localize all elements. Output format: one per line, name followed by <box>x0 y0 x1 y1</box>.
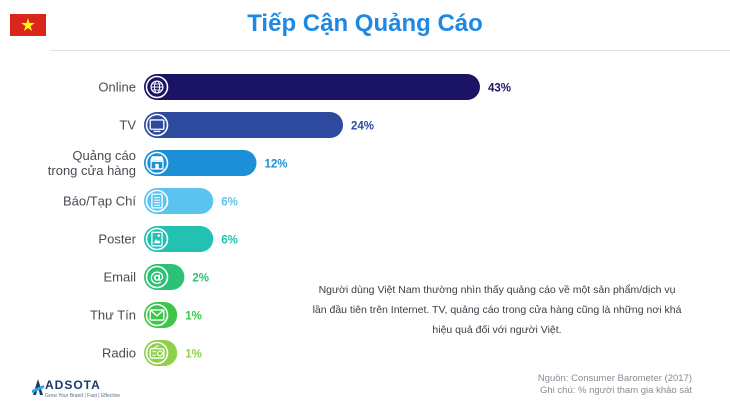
category-label-tv: TV <box>119 118 136 133</box>
page-title: Tiếp Cận Quảng Cáo <box>247 10 483 37</box>
category-label-online: Online <box>98 80 136 95</box>
title-divider <box>50 50 730 51</box>
vietnam-flag-icon <box>10 14 46 36</box>
note-line-2: lần đầu tiên trên Internet. TV, quảng cá… <box>312 304 682 316</box>
value-label-bao-tap-chi: 6% <box>221 197 238 209</box>
radio-icon <box>149 344 165 359</box>
category-label-bao-tap-chi: Báo/Tạp Chí <box>63 194 136 209</box>
value-label-quang-cao-trong-cua-hang: 12% <box>265 159 288 171</box>
bar-icon-ring <box>145 75 169 99</box>
adsota-logo-mark-icon <box>32 379 44 395</box>
poster-icon <box>151 231 163 247</box>
survey-note-line: Ghi chú: % người tham gia khảo sát <box>540 385 692 396</box>
bar-tv <box>144 112 344 138</box>
store-icon <box>150 156 164 170</box>
value-label-thu-tin: 1% <box>185 311 202 323</box>
bar-chart: Online 43% TV 24% Quảng cáo trong cửa hàng 12%… <box>48 74 511 366</box>
value-label-tv: 24% <box>351 121 374 133</box>
bar-email <box>144 264 185 290</box>
bar-thu-tin <box>144 302 178 328</box>
newspaper-icon <box>151 193 163 209</box>
bar-radio <box>144 340 178 366</box>
bar-icon-ring <box>145 113 169 137</box>
bar-online <box>144 74 480 100</box>
logo-tagline: Grow Your Brand | Fast | Effective <box>45 393 121 399</box>
bar-icon-ring <box>145 151 169 175</box>
note-line-3: hiệu quả đối với người Việt. <box>432 324 562 336</box>
logo-name: ADSOTA <box>45 378 101 392</box>
source-note: Nguồn: Consumer Barometer (2017) Ghi chú… <box>538 373 692 397</box>
at-sign-icon: @ <box>150 270 164 286</box>
bar-icon-ring <box>145 303 169 327</box>
value-label-online: 43% <box>488 83 511 95</box>
category-label-radio: Radio <box>102 346 136 361</box>
value-label-radio: 1% <box>185 349 202 361</box>
bar-icon-ring <box>145 227 169 251</box>
bar-poster <box>144 226 214 252</box>
globe-icon <box>150 80 164 94</box>
category-label-quang-cao-trong-cua-hang: Quảng cáo trong cửa hàng <box>48 148 136 178</box>
adsota-logo: ADSOTA Grow Your Brand | Fast | Effectiv… <box>32 378 142 404</box>
chart-note: Người dùng Việt Nam thường nhìn thấy quả… <box>300 280 694 340</box>
envelope-icon <box>149 309 165 321</box>
source-line: Nguồn: Consumer Barometer (2017) <box>537 373 692 384</box>
bar-bao-tap-chi <box>144 188 214 214</box>
bar-icon-ring <box>145 341 169 365</box>
tv-icon <box>149 119 165 133</box>
bar-icon-ring <box>145 189 169 213</box>
note-line-1: Người dùng Việt Nam thường nhìn thấy quả… <box>318 284 676 296</box>
value-label-poster: 6% <box>221 235 238 247</box>
value-label-email: 2% <box>192 273 209 285</box>
category-label-email: Email <box>103 270 136 285</box>
svg-text:@: @ <box>150 270 164 286</box>
bar-icon-ring <box>145 265 169 289</box>
category-label-poster: Poster <box>98 232 136 247</box>
category-label-thu-tin: Thư Tín <box>90 308 136 323</box>
bar-quang-cao-trong-cua-hang <box>144 150 257 176</box>
